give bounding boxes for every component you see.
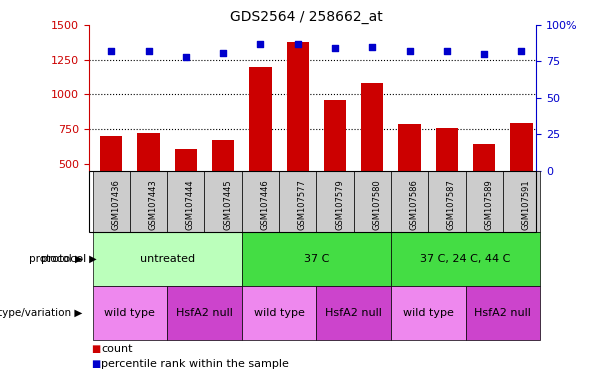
Text: GSM107586: GSM107586 <box>409 180 419 230</box>
Text: protocol ▶: protocol ▶ <box>29 254 83 264</box>
Text: GSM107587: GSM107587 <box>447 180 456 230</box>
Text: protocol: protocol <box>40 254 86 264</box>
Bar <box>100 136 123 233</box>
Bar <box>286 41 309 233</box>
Point <box>107 48 116 54</box>
Text: GSM107580: GSM107580 <box>372 180 381 230</box>
Bar <box>249 67 272 233</box>
Text: GSM107436: GSM107436 <box>112 180 120 230</box>
Bar <box>510 123 533 233</box>
Text: GSM107444: GSM107444 <box>186 180 195 230</box>
Text: wild type: wild type <box>254 308 305 318</box>
Bar <box>436 129 458 233</box>
Text: GDS2564 / 258662_at: GDS2564 / 258662_at <box>230 10 383 23</box>
Point <box>256 41 265 47</box>
Text: GSM107579: GSM107579 <box>335 180 344 230</box>
Bar <box>212 140 234 233</box>
Text: GSM107577: GSM107577 <box>298 180 306 230</box>
Point <box>367 44 377 50</box>
Text: 37 C: 37 C <box>303 254 329 264</box>
Text: ▶: ▶ <box>86 254 96 264</box>
Bar <box>324 100 346 233</box>
Text: GSM107446: GSM107446 <box>261 180 270 230</box>
Point <box>517 48 527 54</box>
Bar <box>473 144 495 233</box>
Point <box>330 45 340 51</box>
Text: HsfA2 null: HsfA2 null <box>176 308 233 318</box>
Bar <box>361 83 384 233</box>
Text: percentile rank within the sample: percentile rank within the sample <box>101 359 289 369</box>
Text: count: count <box>101 344 132 354</box>
Text: 37 C, 24 C, 44 C: 37 C, 24 C, 44 C <box>421 254 511 264</box>
Text: GSM107591: GSM107591 <box>522 180 530 230</box>
Text: genotype/variation ▶: genotype/variation ▶ <box>0 308 83 318</box>
Text: ■: ■ <box>91 344 101 354</box>
Point <box>181 54 191 60</box>
Point <box>143 48 153 54</box>
Point <box>218 50 228 56</box>
Point <box>405 48 414 54</box>
Text: GSM107443: GSM107443 <box>148 180 158 230</box>
Bar <box>137 133 160 233</box>
Bar <box>175 149 197 233</box>
Text: wild type: wild type <box>403 308 454 318</box>
Text: GSM107445: GSM107445 <box>223 180 232 230</box>
Text: HsfA2 null: HsfA2 null <box>326 308 382 318</box>
Text: ■: ■ <box>91 359 101 369</box>
Text: GSM107589: GSM107589 <box>484 180 493 230</box>
Bar <box>398 124 421 233</box>
Point <box>293 41 303 47</box>
Text: wild type: wild type <box>104 308 155 318</box>
Text: untreated: untreated <box>140 254 195 264</box>
Text: HsfA2 null: HsfA2 null <box>474 308 531 318</box>
Point <box>479 51 489 57</box>
Point <box>442 48 452 54</box>
